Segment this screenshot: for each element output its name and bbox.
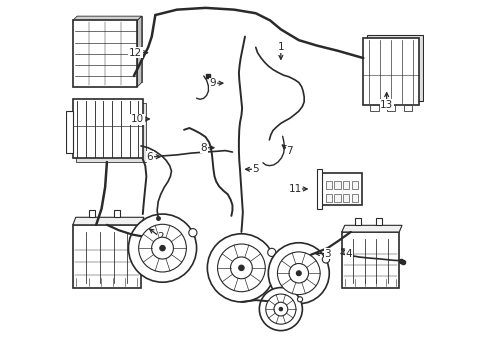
Bar: [317, 169, 322, 209]
Circle shape: [218, 244, 265, 292]
Bar: [343, 194, 349, 202]
Polygon shape: [367, 35, 422, 101]
Text: 7: 7: [287, 146, 293, 156]
Circle shape: [269, 243, 329, 304]
Text: 11: 11: [289, 184, 302, 194]
Text: 1: 1: [277, 42, 284, 52]
Polygon shape: [76, 103, 147, 162]
Circle shape: [322, 256, 330, 263]
Bar: [89, 210, 95, 217]
Circle shape: [151, 237, 173, 259]
Bar: [352, 181, 358, 189]
Polygon shape: [342, 225, 402, 232]
Circle shape: [128, 214, 196, 282]
Bar: [326, 194, 332, 202]
Bar: [376, 218, 382, 225]
Text: 5: 5: [252, 164, 259, 174]
Text: 6: 6: [147, 152, 153, 162]
FancyBboxPatch shape: [73, 225, 141, 288]
Bar: [335, 194, 341, 202]
Polygon shape: [77, 16, 142, 82]
Bar: [73, 21, 137, 87]
Circle shape: [279, 307, 283, 311]
Circle shape: [297, 297, 303, 302]
Bar: [355, 218, 361, 225]
Circle shape: [266, 294, 296, 324]
Text: 3: 3: [324, 248, 331, 258]
Circle shape: [160, 246, 165, 251]
Circle shape: [259, 288, 302, 330]
Bar: [335, 181, 341, 189]
Text: 10: 10: [131, 114, 144, 124]
Polygon shape: [137, 16, 142, 87]
Bar: [326, 181, 332, 189]
Text: 13: 13: [380, 100, 393, 110]
Polygon shape: [73, 16, 142, 21]
Bar: [370, 105, 379, 111]
Circle shape: [268, 248, 276, 256]
Circle shape: [277, 252, 320, 294]
Circle shape: [139, 224, 186, 272]
Circle shape: [207, 234, 275, 302]
Bar: [322, 173, 362, 205]
Circle shape: [239, 265, 244, 271]
Circle shape: [230, 257, 252, 279]
Bar: [387, 105, 395, 111]
Circle shape: [189, 229, 197, 237]
Bar: [114, 210, 120, 217]
Text: 9: 9: [209, 78, 216, 88]
Polygon shape: [73, 217, 144, 225]
Bar: [66, 111, 73, 153]
Circle shape: [274, 302, 288, 316]
Bar: [404, 105, 412, 111]
Text: 2: 2: [157, 232, 164, 242]
Bar: [352, 194, 358, 202]
Bar: [364, 39, 419, 105]
Text: 12: 12: [129, 48, 142, 58]
Text: 8: 8: [200, 143, 207, 153]
Circle shape: [289, 264, 309, 283]
Circle shape: [296, 271, 301, 276]
Bar: [343, 181, 349, 189]
Text: 4: 4: [345, 248, 352, 258]
Bar: [73, 99, 143, 158]
FancyBboxPatch shape: [342, 232, 399, 288]
